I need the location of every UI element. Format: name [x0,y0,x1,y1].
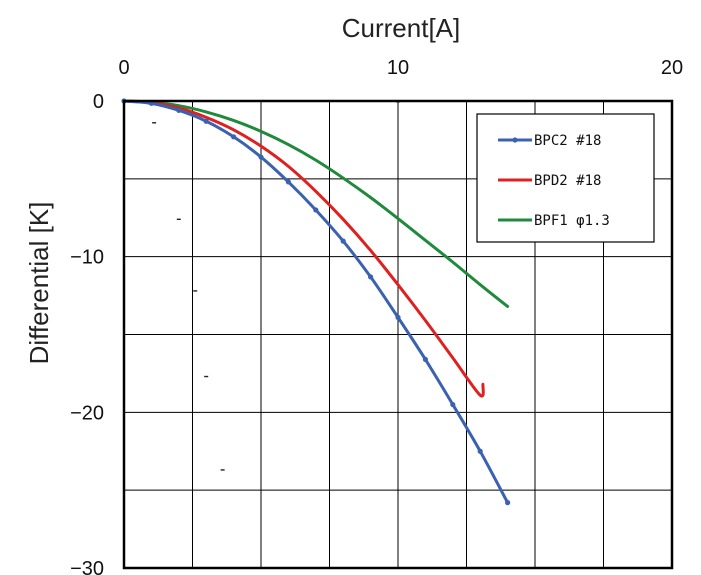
legend: BPC2 #18 BPD2 #18 BPF1 φ1.3 [476,113,655,243]
y-tick-label: −20 [70,402,104,424]
x-tick-label: 0 [118,57,129,79]
data-point [340,238,346,244]
y-tick-label: 0 [93,91,104,113]
gridlines [123,100,673,569]
legend-label-1: BPC2 #18 [534,133,601,149]
data-point [395,314,401,320]
legend-label-3: BPF1 φ1.3 [534,213,610,229]
series-line-3 [122,99,510,308]
stray-mark [193,290,198,292]
x-axis-title: Current[A] [342,13,461,43]
stray-mark [152,122,157,124]
y-tick-labels: 0 −10 −20 −30 [70,91,104,575]
stray-mark [176,218,181,221]
series-line-2 [122,99,485,398]
y-tick-label: −10 [70,247,104,269]
data-point [258,154,264,160]
data-point [368,274,374,280]
data-point [505,500,511,506]
legend-marker [512,137,518,143]
data-point [285,179,291,185]
x-tick-labels: 0 10 20 [118,57,683,79]
y-tick-label: −30 [70,558,104,575]
y-axis-title: Differential [K] [24,202,54,365]
x-tick-label: 10 [387,57,409,79]
data-point [231,134,237,140]
legend-label-2: BPD2 #18 [534,173,601,189]
data-point [313,207,319,213]
plot-frame [122,99,674,570]
data-point [203,118,209,124]
data-point [176,107,182,113]
stray-mark [204,375,209,378]
series-lines [121,98,511,506]
x-tick-label: 20 [661,57,683,79]
data-point [477,448,483,454]
data-point [422,356,428,363]
stray-mark [220,469,225,471]
data-point [450,401,456,408]
